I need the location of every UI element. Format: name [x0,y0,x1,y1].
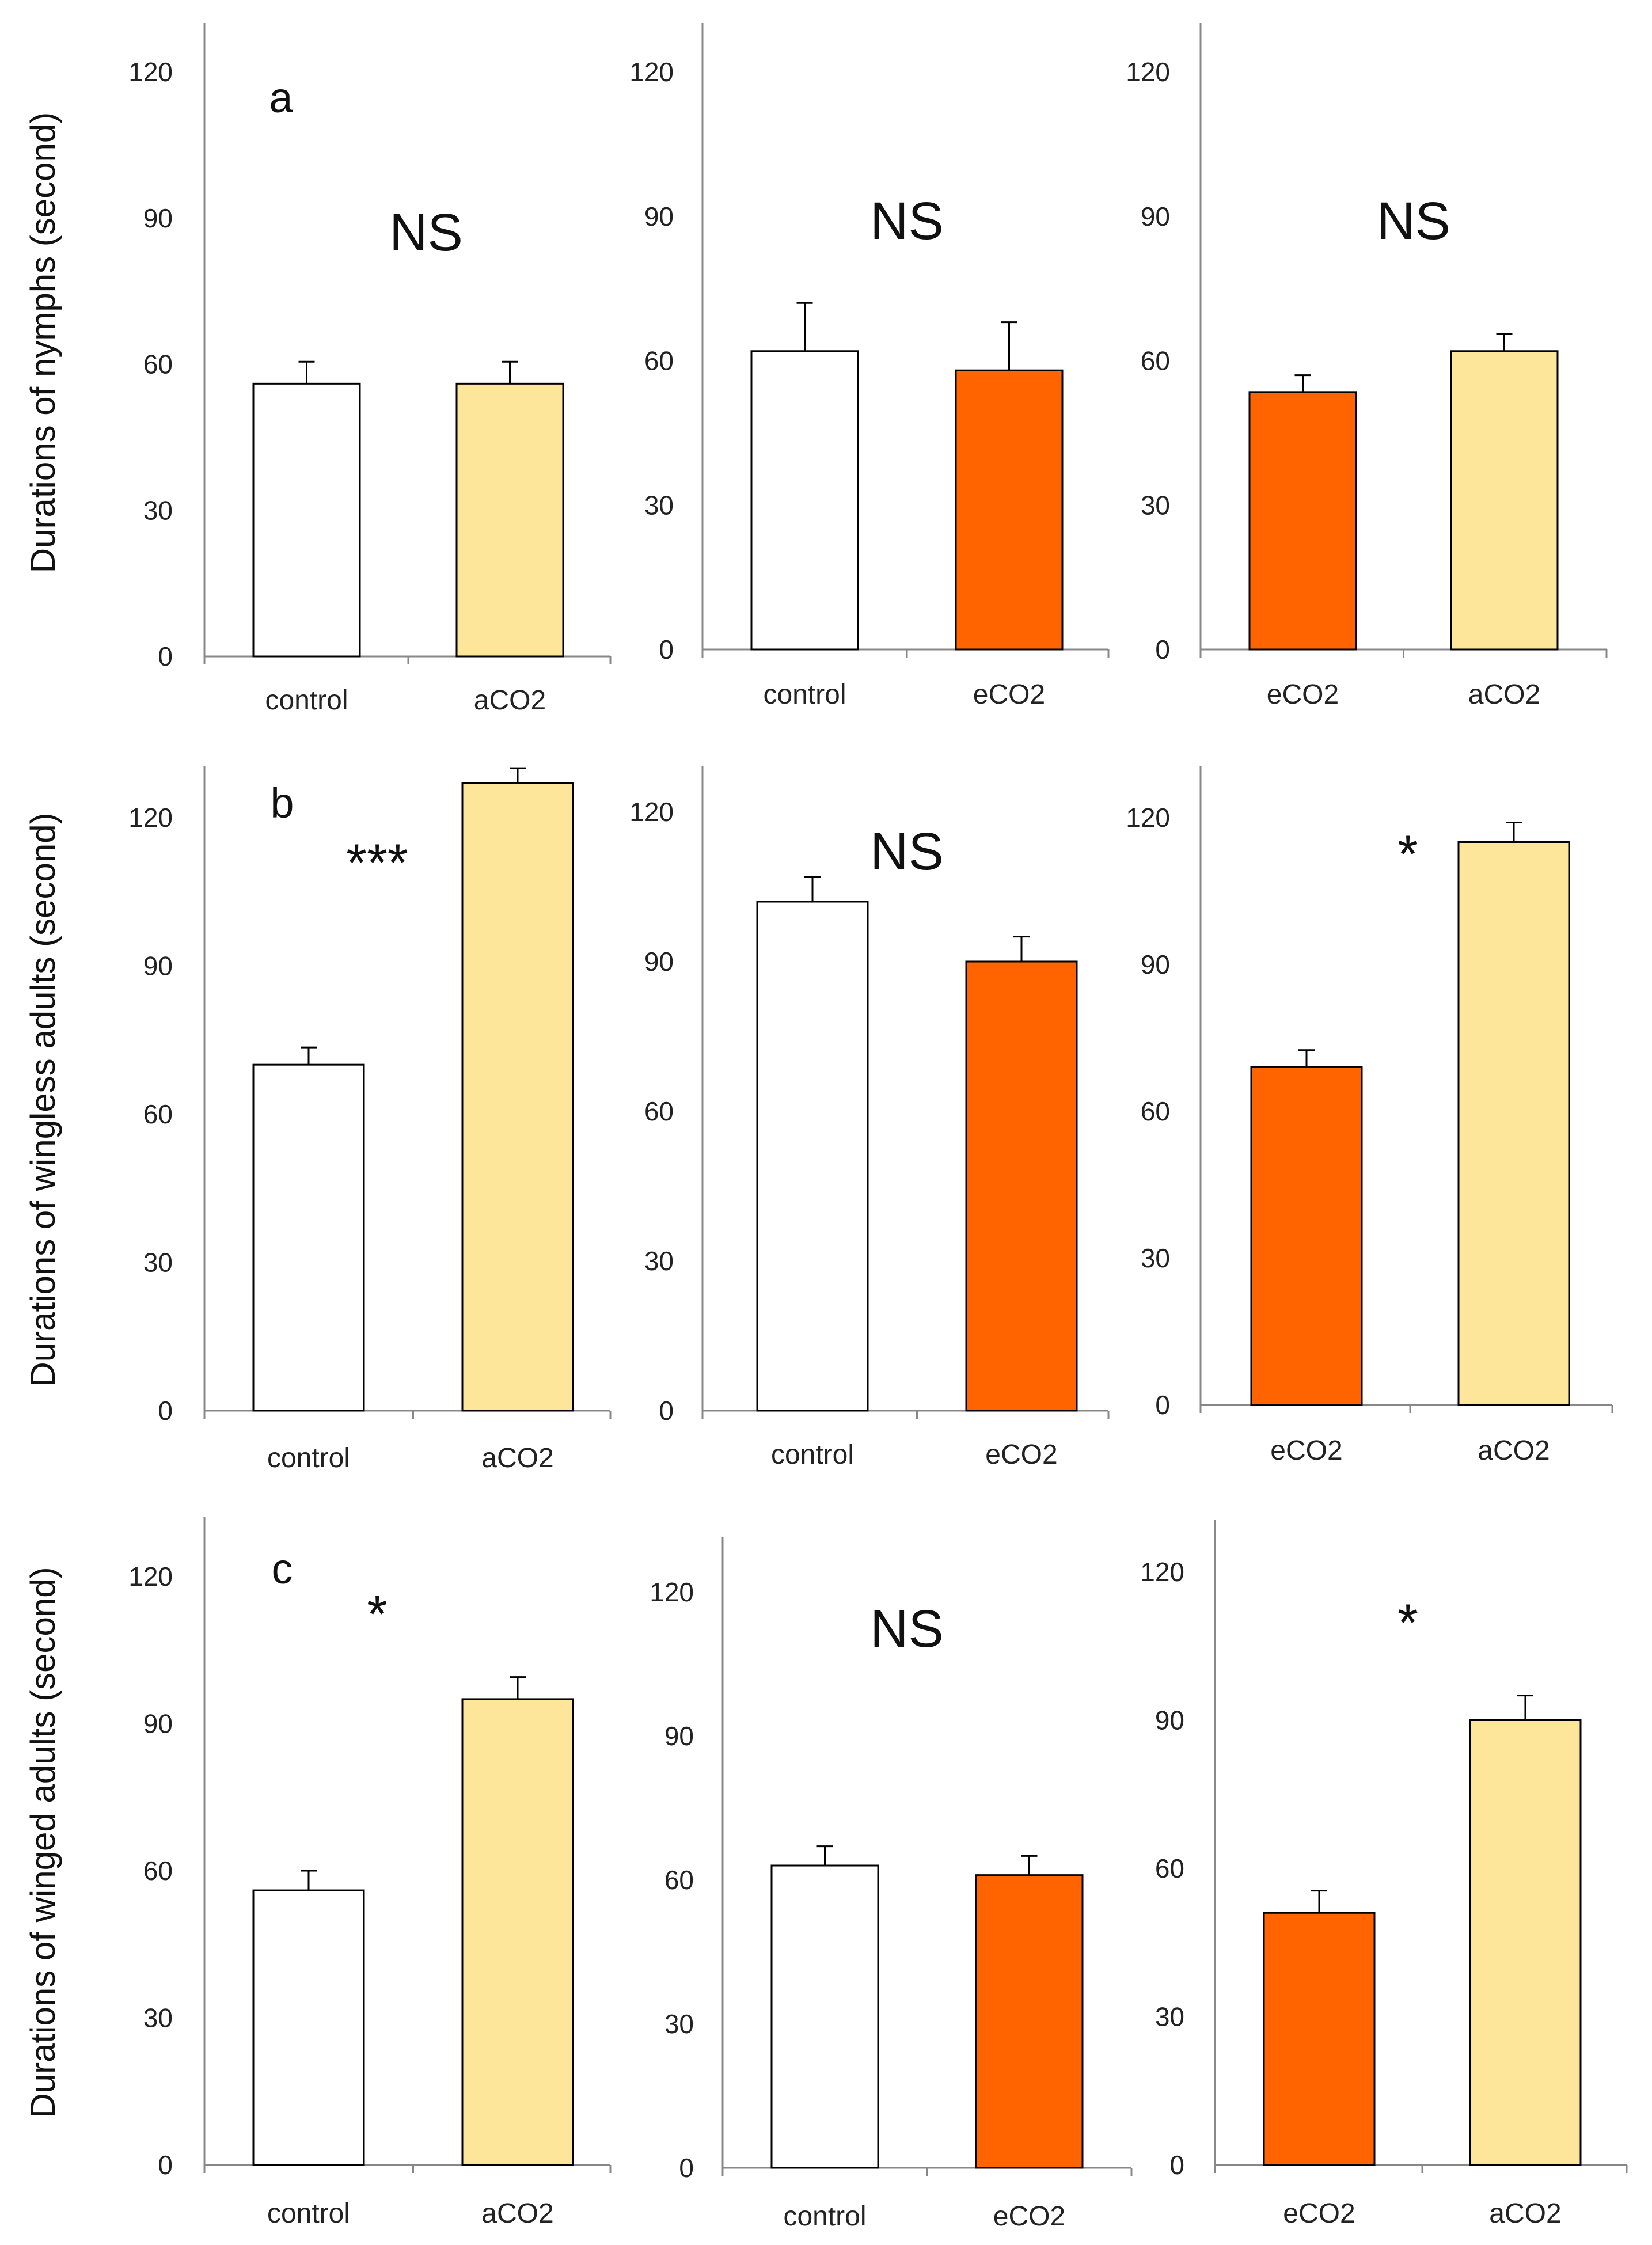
bar-control [770,1864,879,2169]
category-label: aCO2 [481,1443,553,1473]
category-label: control [267,2198,350,2229]
y-tick-label: 0 [158,1396,173,1426]
bar-aco2 [461,1698,574,2166]
y-tick-label: 60 [143,1099,173,1129]
significance-label: NS [389,203,463,262]
y-tick-label: 30 [143,495,173,525]
y-tick-label: 90 [1141,202,1170,231]
y-tick-label: 90 [664,1721,694,1751]
significance-label: NS [870,822,944,881]
y-tick-label: 60 [644,1096,674,1126]
y-tick-label: 0 [659,635,674,664]
y-tick-label: 60 [664,1865,694,1895]
y-tick-label: 90 [1141,949,1170,979]
category-label: eCO2 [1270,1435,1342,1466]
y-tick-label: 90 [143,951,173,981]
y-tick-label: 0 [679,2153,694,2183]
y-tick-label: 120 [1140,1557,1184,1587]
bar-eco2 [1248,391,1357,651]
category-label: eCO2 [1267,679,1339,710]
bar-eco2 [1263,1912,1376,2166]
bar-aco2 [1469,1719,1582,2166]
bar-aco2 [1450,350,1559,651]
y-tick-label: 90 [143,203,173,233]
bar-control [252,1063,365,1412]
panel-letter: b [270,779,294,827]
category-label: aCO2 [474,685,546,716]
bar-control [756,901,869,1412]
y-axis-title: Durations of wingless adults (second) [24,812,62,1386]
panel-letter: c [272,1545,293,1593]
category-label: aCO2 [1478,1435,1550,1466]
y-tick-label: 120 [128,803,173,833]
y-tick-label: 120 [1126,57,1170,87]
y-tick-label: 90 [644,947,674,977]
y-tick-label: 0 [1155,635,1170,664]
y-tick-label: 60 [644,346,674,376]
bar-aco2 [461,782,574,1412]
significance-label: *** [346,834,408,892]
bar-control [252,1889,365,2166]
y-tick-label: 120 [1126,803,1170,833]
y-axis-title: Durations of winged adults (second) [24,1567,62,2118]
y-tick-label: 60 [143,1856,173,1886]
category-label: eCO2 [1283,2198,1355,2229]
category-label: aCO2 [1468,679,1540,710]
y-tick-label: 120 [650,1577,694,1607]
y-tick-label: 0 [1155,1390,1170,1420]
significance-label: NS [1377,192,1450,250]
y-tick-label: 30 [143,2003,173,2033]
category-label: control [763,679,846,710]
y-tick-label: 120 [629,797,674,827]
category-label: control [783,2201,866,2232]
y-tick-label: 0 [659,1396,674,1426]
bar-eco2 [1250,1066,1363,1406]
y-tick-label: 30 [1141,490,1170,520]
y-tick-label: 120 [128,57,173,87]
significance-label: NS [870,1600,944,1658]
panel-letter: a [269,74,293,121]
y-tick-label: 30 [1155,2002,1184,2032]
significance-label: * [1397,825,1418,884]
y-axis-title: Durations of nymphs (second) [24,112,62,573]
category-label: aCO2 [481,2198,553,2229]
y-tick-label: 0 [1169,2150,1184,2180]
significance-label: * [1397,1594,1418,1653]
significance-label: * [367,1585,388,1644]
y-tick-label: 0 [158,641,173,671]
y-tick-label: 30 [644,490,674,520]
y-tick-label: 0 [158,2150,173,2180]
y-tick-label: 90 [143,1709,173,1739]
y-tick-label: 90 [1155,1705,1184,1735]
y-tick-label: 60 [1155,1853,1184,1883]
y-tick-label: 60 [143,350,173,379]
category-label: control [265,685,348,716]
category-label: eCO2 [993,2201,1065,2232]
y-tick-label: 90 [644,202,674,231]
y-tick-label: 30 [644,1246,674,1276]
bar-eco2 [955,369,1064,651]
bar-control [252,382,361,658]
category-label: control [771,1439,854,1470]
bar-eco2 [965,960,1078,1412]
y-tick-label: 30 [1141,1243,1170,1273]
significance-label: NS [870,192,944,250]
bar-aco2 [455,382,564,658]
bar-aco2 [1457,841,1570,1406]
category-label: control [267,1443,350,1473]
category-label: eCO2 [985,1439,1057,1470]
y-tick-label: 30 [143,1248,173,1278]
y-tick-label: 60 [1141,1096,1170,1126]
bar-eco2 [975,1874,1084,2169]
y-tick-label: 30 [664,2009,694,2039]
y-tick-label: 60 [1141,346,1170,376]
category-label: aCO2 [1489,2198,1561,2229]
category-label: eCO2 [973,679,1045,710]
y-tick-label: 120 [128,1562,173,1591]
bar-control [750,350,859,651]
y-tick-label: 120 [629,57,674,87]
